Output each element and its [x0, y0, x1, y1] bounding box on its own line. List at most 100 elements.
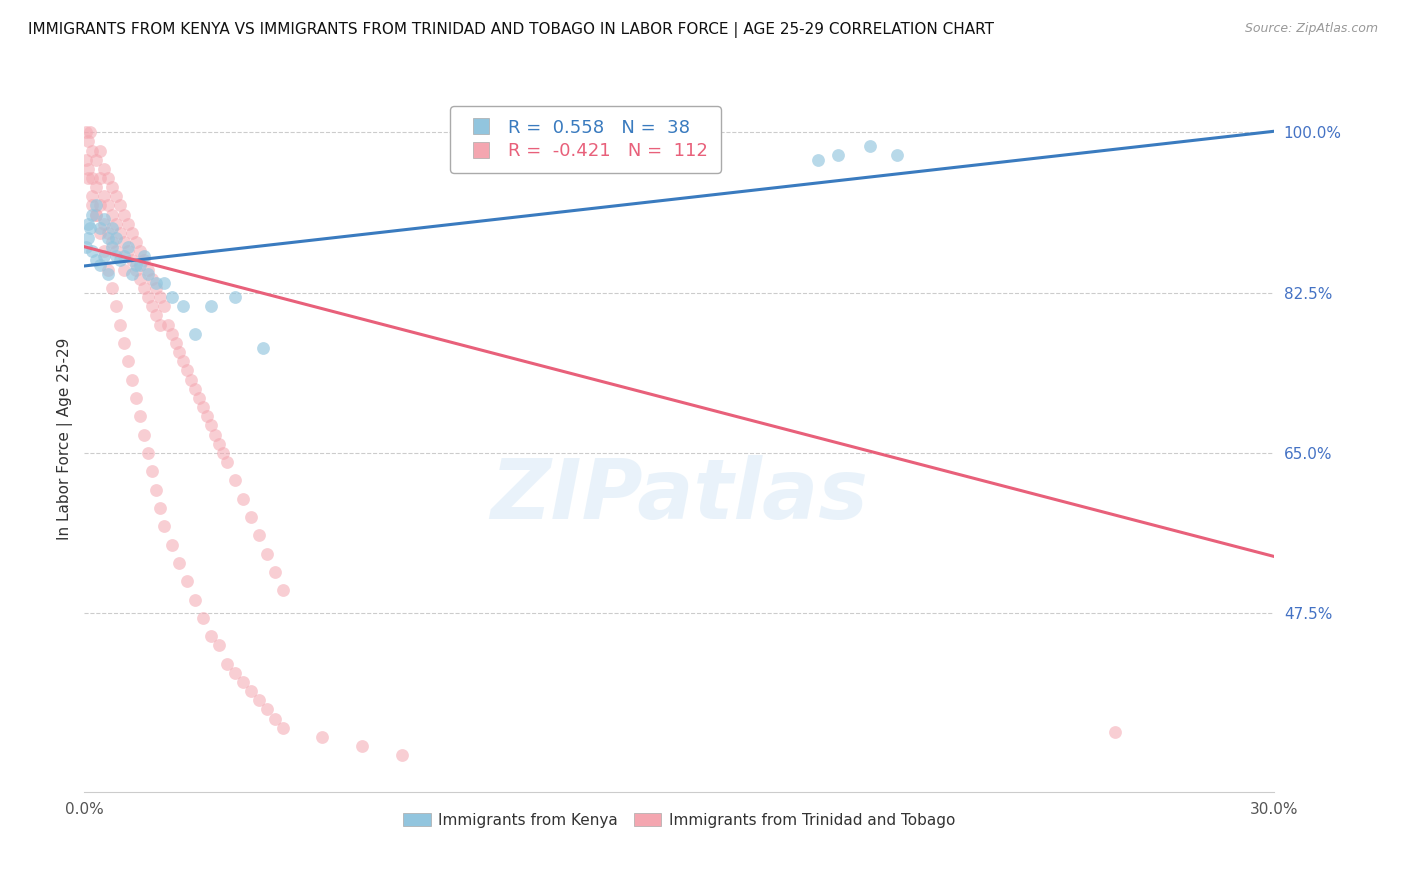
Point — [97, 226, 120, 240]
Point — [84, 253, 107, 268]
Point — [391, 748, 413, 763]
Point — [224, 290, 246, 304]
Point — [117, 240, 139, 254]
Point — [239, 684, 262, 698]
Point — [89, 221, 111, 235]
Point — [145, 483, 167, 497]
Point — [136, 262, 159, 277]
Point — [117, 217, 139, 231]
Point — [232, 675, 254, 690]
Point — [200, 299, 222, 313]
Point — [136, 446, 159, 460]
Point — [77, 230, 100, 244]
Point — [79, 125, 101, 139]
Point — [232, 491, 254, 506]
Point — [101, 235, 124, 249]
Point — [82, 144, 104, 158]
Point — [89, 258, 111, 272]
Point — [176, 363, 198, 377]
Point — [125, 258, 148, 272]
Point — [193, 400, 215, 414]
Point — [152, 519, 174, 533]
Point — [82, 244, 104, 259]
Point — [1104, 725, 1126, 739]
Point — [82, 208, 104, 222]
Point — [263, 712, 285, 726]
Point — [97, 267, 120, 281]
Point — [112, 235, 135, 249]
Point — [105, 249, 128, 263]
Point — [141, 272, 163, 286]
Legend: Immigrants from Kenya, Immigrants from Trinidad and Tobago: Immigrants from Kenya, Immigrants from T… — [398, 806, 962, 834]
Point — [125, 235, 148, 249]
Point — [97, 230, 120, 244]
Point — [112, 249, 135, 263]
Point — [128, 258, 150, 272]
Point — [263, 565, 285, 579]
Point — [152, 277, 174, 291]
Point — [93, 212, 115, 227]
Point — [101, 240, 124, 254]
Point — [108, 318, 131, 332]
Point — [256, 547, 278, 561]
Point — [101, 208, 124, 222]
Point — [121, 253, 143, 268]
Point — [75, 240, 97, 254]
Point — [97, 171, 120, 186]
Point — [89, 144, 111, 158]
Point — [215, 657, 238, 671]
Point — [108, 198, 131, 212]
Point — [145, 277, 167, 291]
Point — [208, 638, 231, 652]
Point — [212, 446, 235, 460]
Point — [200, 418, 222, 433]
Point — [311, 730, 333, 744]
Point — [136, 290, 159, 304]
Point — [79, 221, 101, 235]
Point — [84, 153, 107, 167]
Point — [256, 702, 278, 716]
Point — [807, 153, 830, 167]
Point — [101, 281, 124, 295]
Point — [160, 537, 183, 551]
Point — [121, 226, 143, 240]
Text: ZIPatlas: ZIPatlas — [491, 455, 868, 536]
Point — [149, 500, 172, 515]
Point — [89, 198, 111, 212]
Point — [89, 171, 111, 186]
Point — [77, 161, 100, 176]
Point — [271, 721, 294, 735]
Point — [93, 249, 115, 263]
Point — [125, 262, 148, 277]
Point — [89, 226, 111, 240]
Point — [84, 208, 107, 222]
Point — [125, 391, 148, 405]
Point — [141, 299, 163, 313]
Point — [160, 326, 183, 341]
Point — [160, 290, 183, 304]
Point — [93, 189, 115, 203]
Point — [117, 244, 139, 259]
Point — [75, 153, 97, 167]
Point — [224, 665, 246, 680]
Point — [152, 299, 174, 313]
Point — [93, 161, 115, 176]
Point — [149, 318, 172, 332]
Point — [112, 208, 135, 222]
Point — [176, 574, 198, 589]
Point — [271, 583, 294, 598]
Point — [105, 230, 128, 244]
Point — [172, 354, 194, 368]
Point — [97, 262, 120, 277]
Point — [132, 427, 155, 442]
Point — [195, 409, 218, 424]
Point — [112, 335, 135, 350]
Point — [84, 208, 107, 222]
Point — [132, 281, 155, 295]
Point — [156, 318, 179, 332]
Point — [84, 198, 107, 212]
Point — [121, 373, 143, 387]
Y-axis label: In Labor Force | Age 25-29: In Labor Force | Age 25-29 — [58, 338, 73, 541]
Point — [117, 354, 139, 368]
Point — [97, 198, 120, 212]
